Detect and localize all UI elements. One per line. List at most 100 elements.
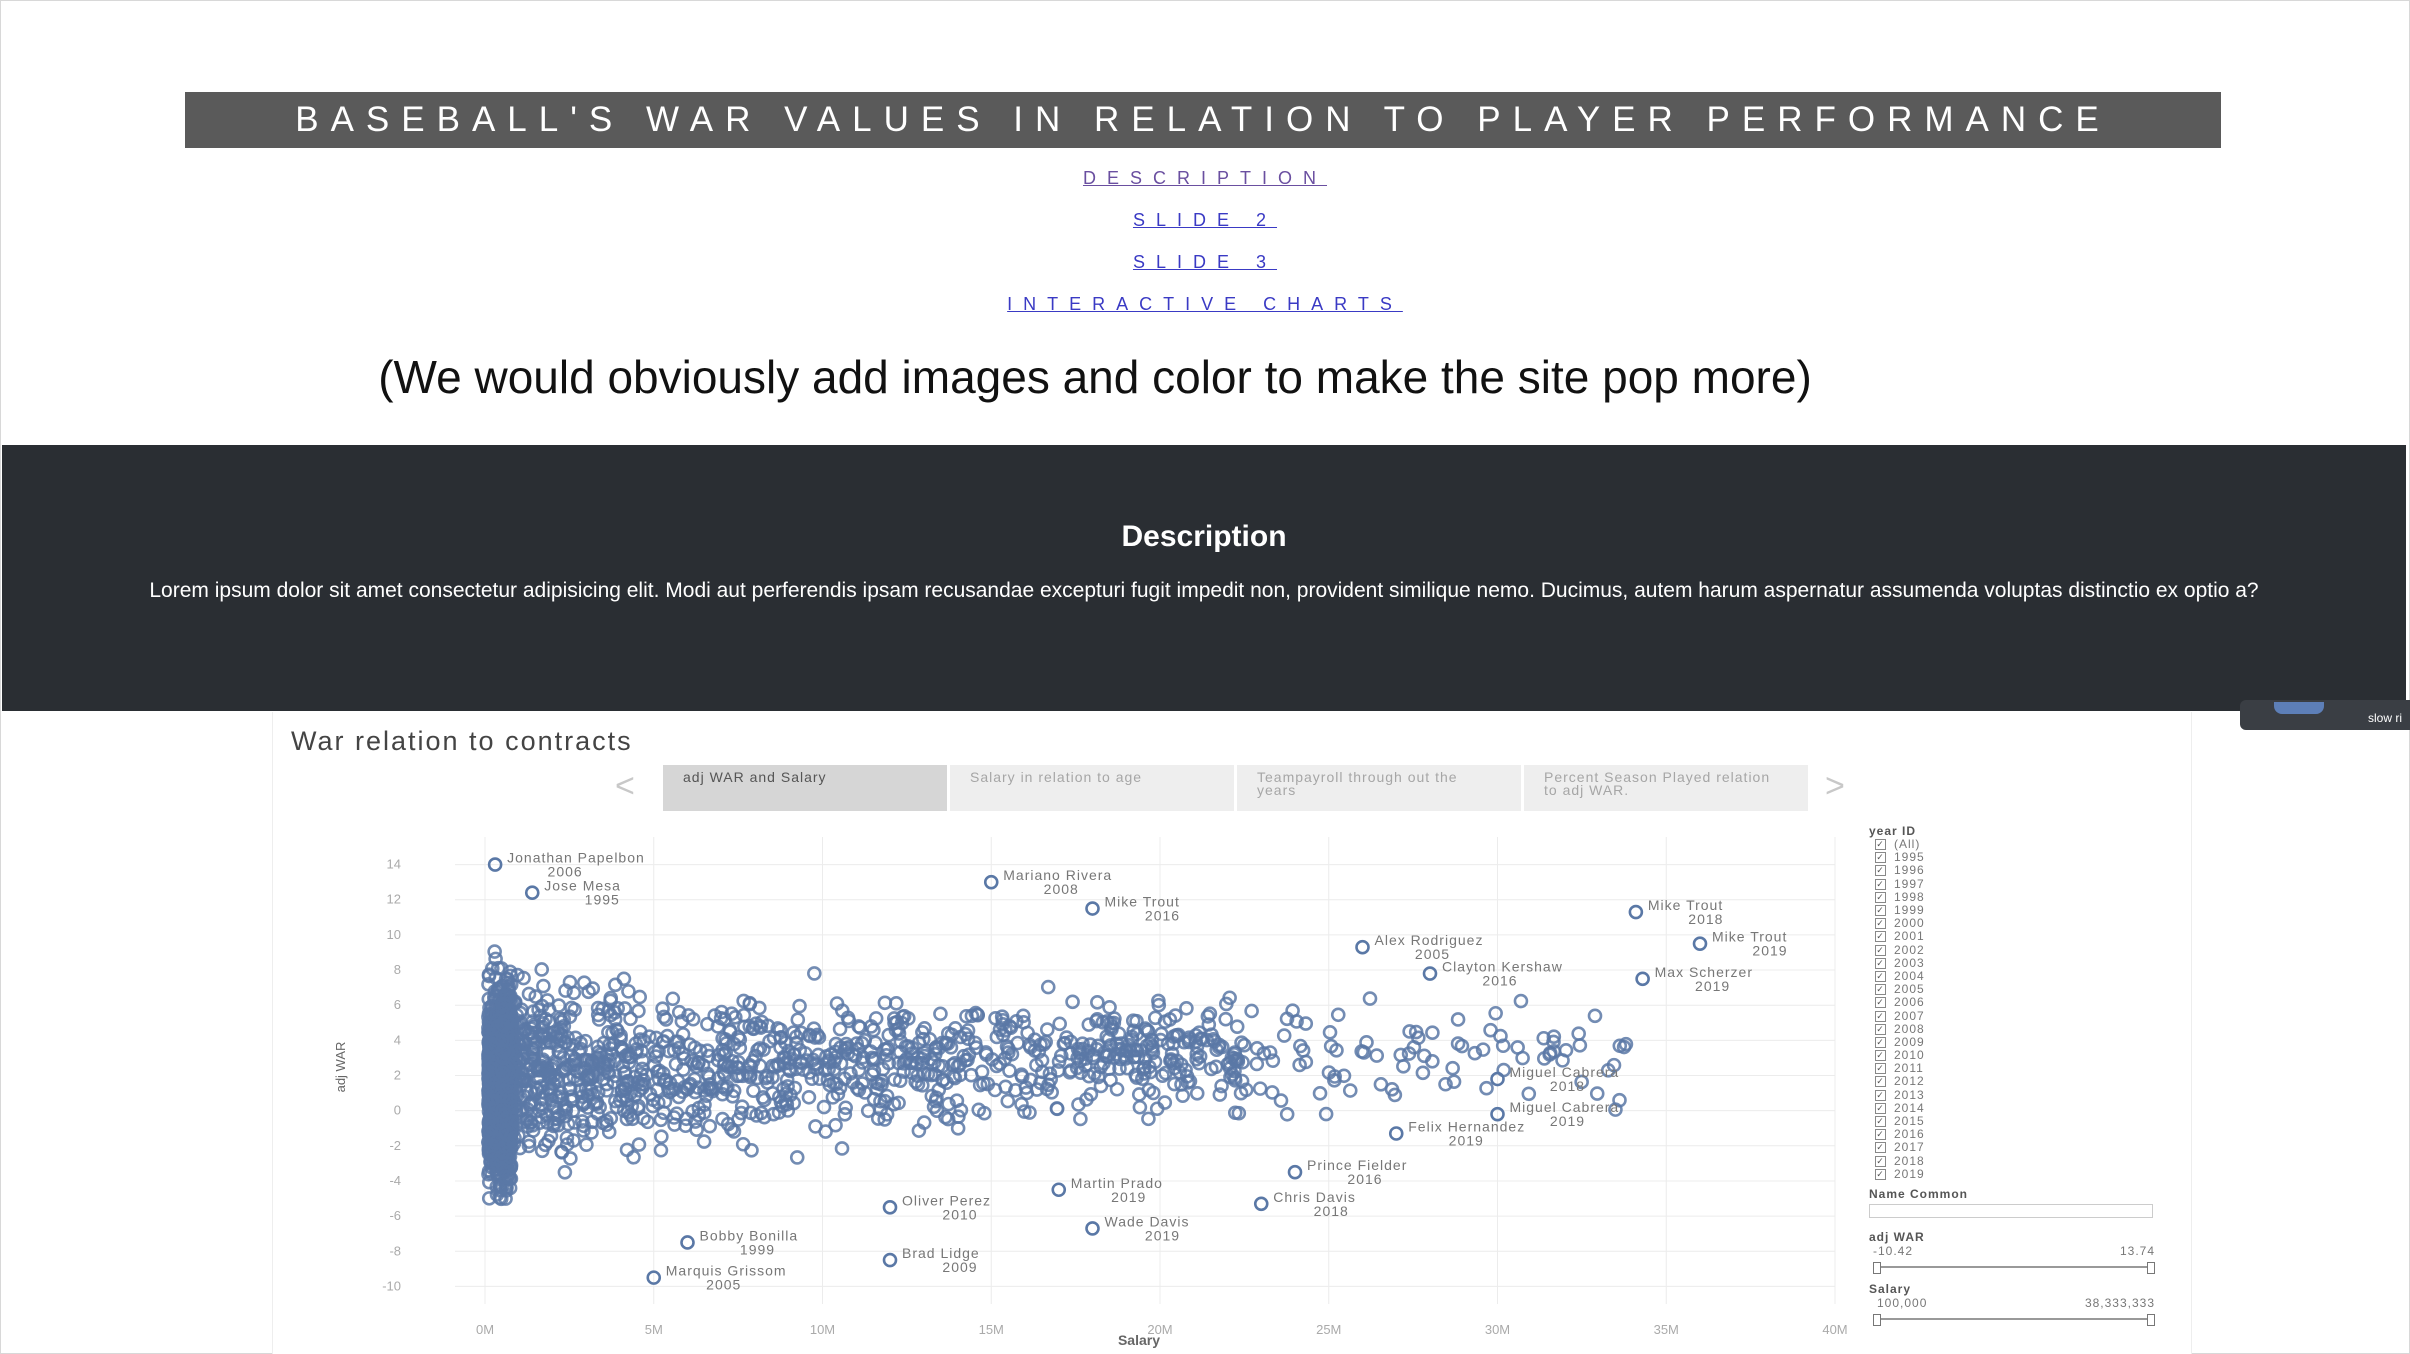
scatter-point[interactable] [1090,995,1105,1010]
scatter-point[interactable] [1228,1053,1244,1068]
scatter-point[interactable] [805,1052,821,1068]
scatter-point[interactable] [529,1080,544,1096]
scatter-point[interactable] [904,1055,920,1071]
scatter-point[interactable] [613,1031,628,1047]
annotated-point[interactable] [1490,1106,1505,1122]
scatter-point[interactable] [676,1051,692,1066]
year-filter-option[interactable]: ✓ 2016 [1869,1128,2159,1141]
scatter-point[interactable] [749,1108,764,1123]
nav-link-slide-3[interactable]: SLIDE 3 [1132,252,1278,272]
scatter-point[interactable] [1264,1085,1280,1100]
scatter-point[interactable] [521,986,537,1002]
scatter-point[interactable] [851,1062,867,1078]
scatter-point[interactable] [497,1107,513,1122]
scatter-point[interactable] [959,1008,974,1024]
scatter-point[interactable] [875,1061,891,1077]
scatter-point[interactable] [1445,1060,1460,1076]
year-filter-option[interactable]: ✓ 2002 [1869,943,2159,957]
scatter-point[interactable] [554,1014,569,1030]
scatter-point[interactable] [1276,1028,1292,1043]
scatter-point[interactable] [787,1047,802,1062]
scatter-point[interactable] [967,1035,983,1051]
year-filter-option[interactable]: ✓ 2010 [1869,1049,2159,1062]
annotated-point[interactable] [524,885,540,900]
war-range-slider[interactable] [1869,1261,2159,1274]
scatter-point[interactable] [565,1038,581,1053]
scatter-point[interactable] [1089,1011,1105,1027]
scatter-point[interactable] [562,974,578,990]
scatter-point[interactable] [868,1075,884,1090]
year-filter-option[interactable]: ✓ 2013 [1869,1088,2159,1102]
scatter-point[interactable] [616,971,632,987]
scatter-point[interactable] [726,1036,742,1052]
scatter-point[interactable] [1101,1031,1117,1047]
scatter-point[interactable] [525,1047,541,1063]
scatter-point[interactable] [1023,1072,1038,1088]
prev-tab-arrow[interactable]: < [615,767,635,805]
scatter-point[interactable] [1039,1022,1055,1037]
name-filter-input[interactable] [1869,1203,2153,1218]
scatter-point[interactable] [620,1073,635,1089]
scatter-point[interactable] [1229,1019,1245,1034]
checkbox-checked-icon[interactable]: ✓ [1875,984,1886,996]
scatter-point[interactable] [1218,1011,1234,1027]
scatter-point[interactable] [1495,1038,1511,1054]
scatter-point[interactable] [487,944,502,959]
scatter-point[interactable] [1227,1070,1243,1086]
scatter-point[interactable] [773,1022,788,1038]
year-filter-option[interactable]: ✓ 1998 [1869,890,2159,904]
scatter-point[interactable] [860,1103,876,1119]
scatter-point[interactable] [1158,1065,1173,1081]
scatter-point[interactable] [621,984,636,999]
scatter-point[interactable] [812,1071,827,1087]
scatter-point[interactable] [579,1137,594,1152]
year-filter-option[interactable]: ✓ 2005 [1869,983,2159,996]
scatter-point[interactable] [647,1044,663,1060]
scatter-point[interactable] [746,1083,761,1098]
scatter-point[interactable] [933,1006,948,1022]
scatter-point[interactable] [748,1016,764,1031]
scatter-point[interactable] [1330,1007,1346,1023]
annotated-point[interactable] [1692,936,1708,951]
scatter-point[interactable] [960,1023,976,1038]
scatter-point[interactable] [1168,1008,1183,1023]
scatter-point[interactable] [700,1080,715,1096]
scatter-point[interactable] [773,1030,789,1045]
scatter-point[interactable] [1606,1057,1622,1073]
year-filter-option[interactable]: ✓ 2019 [1869,1167,2159,1181]
checkbox-checked-icon[interactable]: ✓ [1875,1142,1886,1154]
scatter-point[interactable] [900,1039,916,1054]
year-filter-option[interactable]: ✓ 2000 [1869,917,2159,930]
scatter-point[interactable] [509,1018,525,1034]
war-slider-handle-max[interactable] [2147,1261,2155,1274]
scatter-point[interactable] [1510,1040,1525,1055]
scatter-point[interactable] [829,1076,844,1092]
tab-team-payroll[interactable]: Teampayroll through out the years [1237,765,1521,811]
scatter-point[interactable] [807,966,822,981]
scatter-point[interactable] [752,1000,767,1016]
year-filter-option[interactable]: ✓ (All) [1869,838,2159,851]
scatter-point[interactable] [697,1097,712,1113]
scatter-point[interactable] [1289,1014,1304,1029]
scatter-point[interactable] [1149,1101,1165,1117]
scatter-point[interactable] [534,1143,550,1159]
year-filter-option[interactable]: ✓ 2011 [1869,1062,2159,1075]
scatter-point[interactable] [1393,1047,1409,1063]
scatter-point[interactable] [523,1114,539,1130]
annotated-point[interactable] [646,1270,662,1285]
scatter-point[interactable] [1020,1025,1035,1041]
scatter-point[interactable] [1137,1059,1152,1075]
scatter-point[interactable] [596,1061,612,1077]
scatter-point[interactable] [1587,1008,1603,1024]
scatter-point[interactable] [573,1041,588,1057]
annotated-point[interactable] [487,857,503,872]
scatter-point[interactable] [1342,1083,1358,1098]
scatter-point[interactable] [1172,1064,1187,1080]
scatter-point[interactable] [543,1035,558,1050]
scatter-point[interactable] [863,1019,879,1034]
scatter-point[interactable] [891,1095,906,1111]
scatter-point[interactable] [609,1099,625,1115]
annotated-point[interactable] [680,1235,695,1250]
scatter-point[interactable] [582,1071,598,1087]
